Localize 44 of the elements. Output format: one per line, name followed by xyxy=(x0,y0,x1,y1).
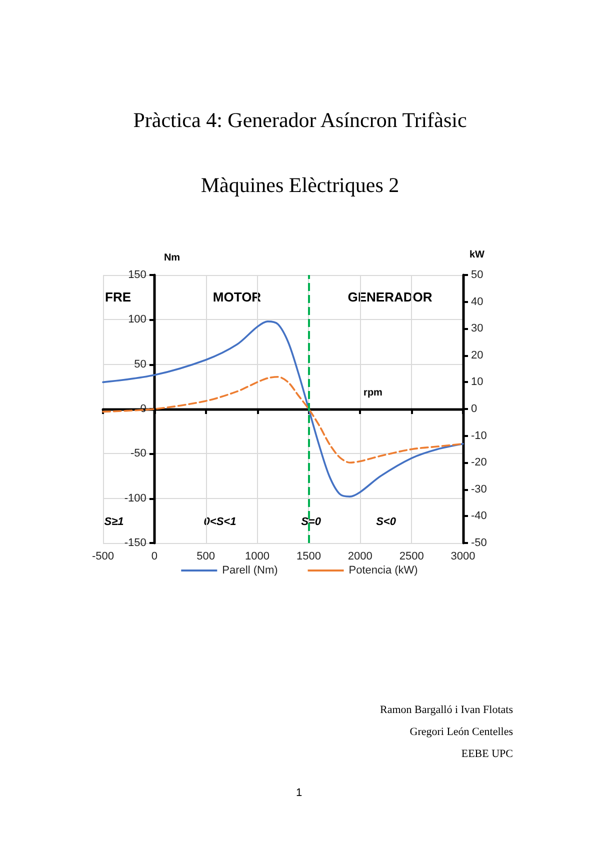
legend-label: Potencia (kW) xyxy=(348,564,418,576)
text: Ramon Bargalló i Ivan Flotats xyxy=(380,704,513,716)
y2-tick-label: -50 xyxy=(471,537,487,549)
y2-tick-label: -40 xyxy=(471,510,487,522)
x-tick-label: -500 xyxy=(92,550,114,562)
y2-tick-label: 50 xyxy=(471,269,484,281)
y2-axis-title: kW xyxy=(470,250,486,260)
y2-tick-label: 30 xyxy=(471,322,484,335)
annotation: FRE xyxy=(105,290,132,304)
y2-tick-label: 10 xyxy=(471,376,484,388)
annotation: MOTOR xyxy=(212,290,262,304)
annotation: 0<S<1 xyxy=(204,516,236,528)
y2-tick-label: -10 xyxy=(471,430,487,442)
x-tick-label: 2500 xyxy=(399,550,424,562)
x-tick-label: 3000 xyxy=(450,550,476,562)
chart-title: Pràctica 4: Generador Asíncron Trifàsic xyxy=(133,108,467,132)
y2-tick-label: -20 xyxy=(471,456,487,469)
y-axis-title: Nm xyxy=(164,252,180,264)
x-tick-label: 1500 xyxy=(296,550,321,562)
legend-label: Parell (Nm) xyxy=(222,564,278,576)
y2-tick-label: 40 xyxy=(471,296,484,308)
y2-tick-label: 0 xyxy=(471,403,478,415)
y-tick-label: 150 xyxy=(128,269,146,281)
annotation: S≥1 xyxy=(104,516,124,528)
y-tick-label: -150 xyxy=(124,537,146,549)
x-tick-label: 500 xyxy=(196,550,216,562)
annotation: S=0 xyxy=(301,516,322,528)
y2-tick-label: -30 xyxy=(471,483,487,496)
x-axis-title: rpm xyxy=(364,388,383,398)
annotation: S<0 xyxy=(376,516,397,528)
line-series xyxy=(102,376,464,464)
x-tick-label: 0 xyxy=(151,550,158,562)
y-tick-label: 50 xyxy=(134,358,146,370)
y-tick-label: 100 xyxy=(128,314,146,326)
text: 1 xyxy=(296,787,302,799)
x-tick-label: 2000 xyxy=(348,550,372,562)
annotation: GENERADOR xyxy=(348,290,433,304)
y2-tick-label: 20 xyxy=(471,349,484,362)
y-tick-label: -50 xyxy=(130,448,146,460)
chart-subtitle: Màquines Elèctriques 2 xyxy=(200,173,400,197)
y-tick-label: -100 xyxy=(124,492,146,504)
text: EEBE UPC xyxy=(461,748,513,760)
text: Gregori León Centelles xyxy=(410,726,513,738)
x-tick-label: 1000 xyxy=(245,550,270,562)
